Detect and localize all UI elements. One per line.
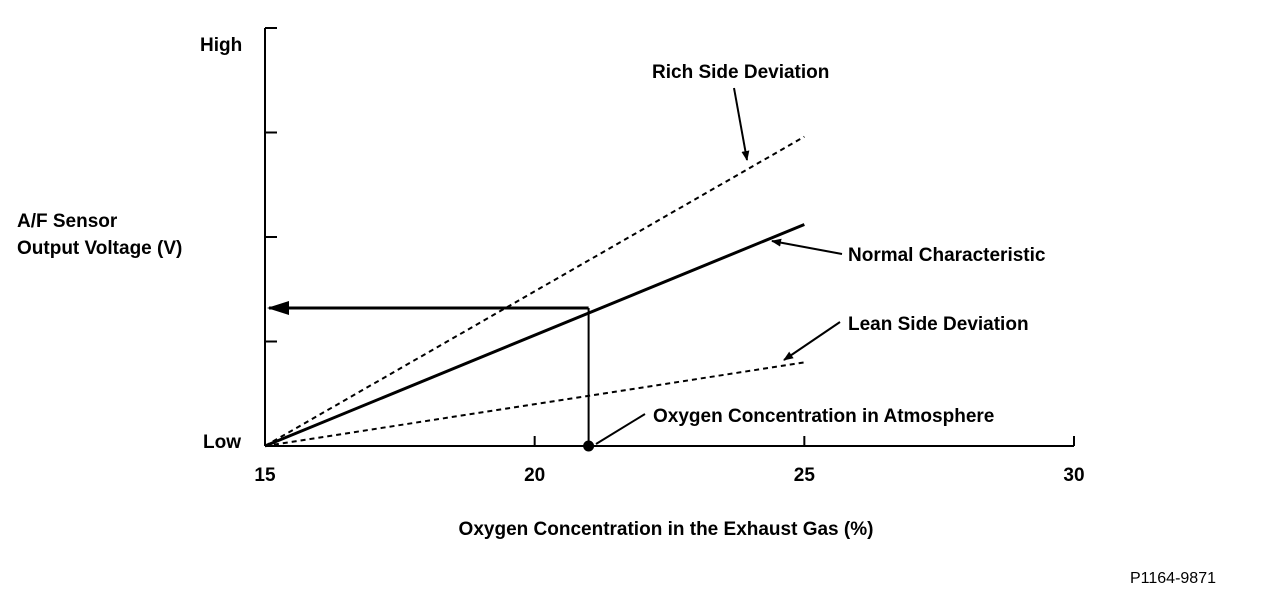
x-tick-label: 30 [1063,465,1084,486]
atmosphere-label: Oxygen Concentration in Atmosphere [653,406,994,427]
voltage-arrowhead [267,301,289,316]
y-axis-label-line-1: A/F Sensor [17,211,118,232]
rich-leader-arrow [733,87,750,161]
lean-leader-arrow [783,321,841,361]
rich-side-deviation-line [264,135,805,447]
x-tick-label: 25 [794,465,816,486]
x-tick-label: 20 [524,465,545,486]
y-low-label: Low [203,432,241,453]
ticks: 15 20 25 30 [254,27,1085,486]
series-label-rich: Rich Side Deviation [652,62,829,83]
series-layer [264,135,805,452]
atmosphere-point [583,440,595,452]
x-axis-label: Oxygen Concentration in the Exhaust Gas … [459,519,874,540]
series-label-normal: Normal Characteristic [848,245,1046,266]
lean-side-deviation-line [264,361,805,447]
y-high-label: High [200,35,242,56]
y-axis-label-line-2: Output Voltage (V) [17,238,182,259]
series-label-lean: Lean Side Deviation [848,314,1029,335]
leader-arrows [595,87,843,445]
normal-leader-arrow [771,238,843,255]
normal-characteristic-line [264,223,805,448]
atmosphere-leader-line [595,413,646,445]
figure-id: P1164-9871 [1130,570,1216,587]
x-tick-label: 15 [254,465,276,486]
